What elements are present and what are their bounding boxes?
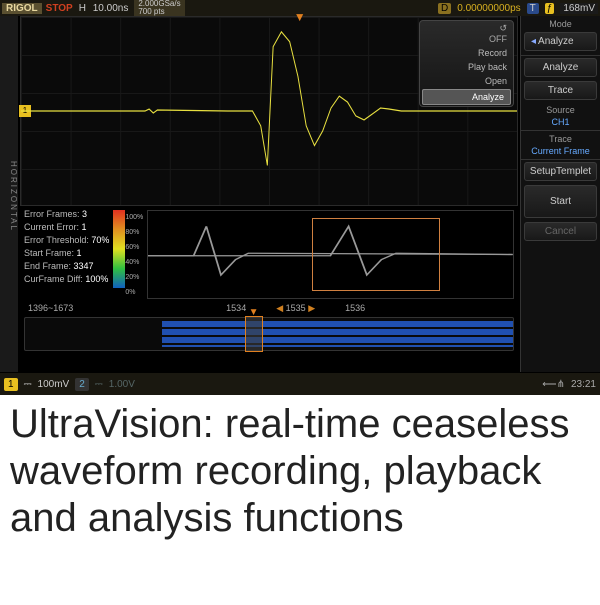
trigger-prefix: T	[527, 3, 539, 14]
frame-label-1: 1534	[226, 303, 246, 313]
frame-timeline[interactable]	[24, 317, 514, 351]
trigger-level: 168mV	[560, 3, 598, 14]
analyze-button[interactable]: Analyze	[524, 58, 597, 77]
cancel-button[interactable]: Cancel	[524, 222, 597, 241]
ch2-badge[interactable]: 2	[75, 378, 89, 391]
usb-icon: ⟵⋔	[542, 379, 565, 390]
next-frame-icon[interactable]: ▶	[308, 303, 315, 313]
preview-selection-rect[interactable]	[312, 218, 440, 291]
delay-prefix: D	[438, 3, 451, 14]
error-stats-list: Error Frames: 3Current Error: 1Error Thr…	[24, 208, 109, 299]
mode-value-button[interactable]: ◂Analyze	[524, 32, 597, 51]
analysis-stats-panel: Error Frames: 3Current Error: 1Error Thr…	[18, 206, 520, 301]
sample-rate-readout: 2.000GSa/s 700 pts	[134, 0, 184, 16]
delay-value: 0.00000000ps	[457, 3, 520, 14]
mode-label: Mode	[521, 18, 600, 30]
trigger-slope-icon: ƒ	[545, 3, 555, 14]
frame-nav-bar: 1396~1673 1534 ◀ 1535 ▶ 1536	[18, 301, 520, 315]
bottom-status-bar: 1 ⎓ 100mV 2 ⎓ 1.00V ⟵⋔ 23:21	[0, 373, 600, 395]
setup-template-button[interactable]: SetupTemplet	[524, 162, 597, 181]
ch1-badge[interactable]: 1	[4, 378, 18, 391]
timebase-readout: H 10.00ns	[77, 3, 131, 14]
source-label: Source	[521, 104, 600, 116]
frame-label-3: 1536	[345, 303, 365, 313]
ch1-scale: 100mV	[38, 379, 70, 390]
diff-colorbar	[113, 210, 125, 288]
loop-icon: ↺	[499, 23, 507, 33]
timeline-cursor[interactable]	[245, 316, 263, 352]
popup-item-analyze[interactable]: Analyze	[422, 89, 511, 105]
waveform-display[interactable]: 1 ▼ ↺ OFF Record Play back Open Analyze	[20, 16, 518, 206]
feature-caption: UltraVision: real-time ceaseless wavefor…	[0, 395, 600, 553]
trace-value[interactable]: Current Frame	[521, 145, 600, 157]
popup-item-open[interactable]: Open	[420, 74, 513, 88]
prev-frame-icon[interactable]: ◀	[276, 303, 283, 313]
horizontal-tab-label[interactable]: HORIZONTAL	[0, 16, 18, 372]
trace-button[interactable]: Trace	[524, 81, 597, 100]
frame-label-current: 1535	[286, 303, 306, 313]
timeline-band	[162, 321, 513, 347]
popup-item-playback[interactable]: Play back	[420, 60, 513, 74]
oscilloscope-screen: RIGOL STOP H 10.00ns 2.000GSa/s 700 pts …	[0, 0, 600, 395]
popup-item-record[interactable]: Record	[420, 46, 513, 60]
clock-time: 23:21	[571, 379, 596, 390]
frame-range: 1396~1673	[28, 303, 73, 313]
popup-header: ↺ OFF	[420, 21, 513, 46]
start-button[interactable]: Start	[524, 185, 597, 218]
ch2-coupling-icon: ⎓	[95, 379, 103, 390]
softkey-menu: Mode ◂Analyze Analyze Trace Source CH1 T…	[520, 16, 600, 372]
source-value[interactable]: CH1	[521, 116, 600, 128]
ch2-scale: 1.00V	[109, 379, 135, 390]
colorbar-labels: 100%80%60%40%20%0%	[125, 210, 143, 299]
brand-label: RIGOL	[2, 3, 42, 14]
frame-preview[interactable]	[147, 210, 514, 299]
run-state: STOP	[46, 3, 73, 14]
trace-label: Trace	[521, 133, 600, 145]
record-menu-popup: ↺ OFF Record Play back Open Analyze	[419, 20, 514, 107]
ch1-coupling-icon: ⎓	[24, 379, 32, 390]
